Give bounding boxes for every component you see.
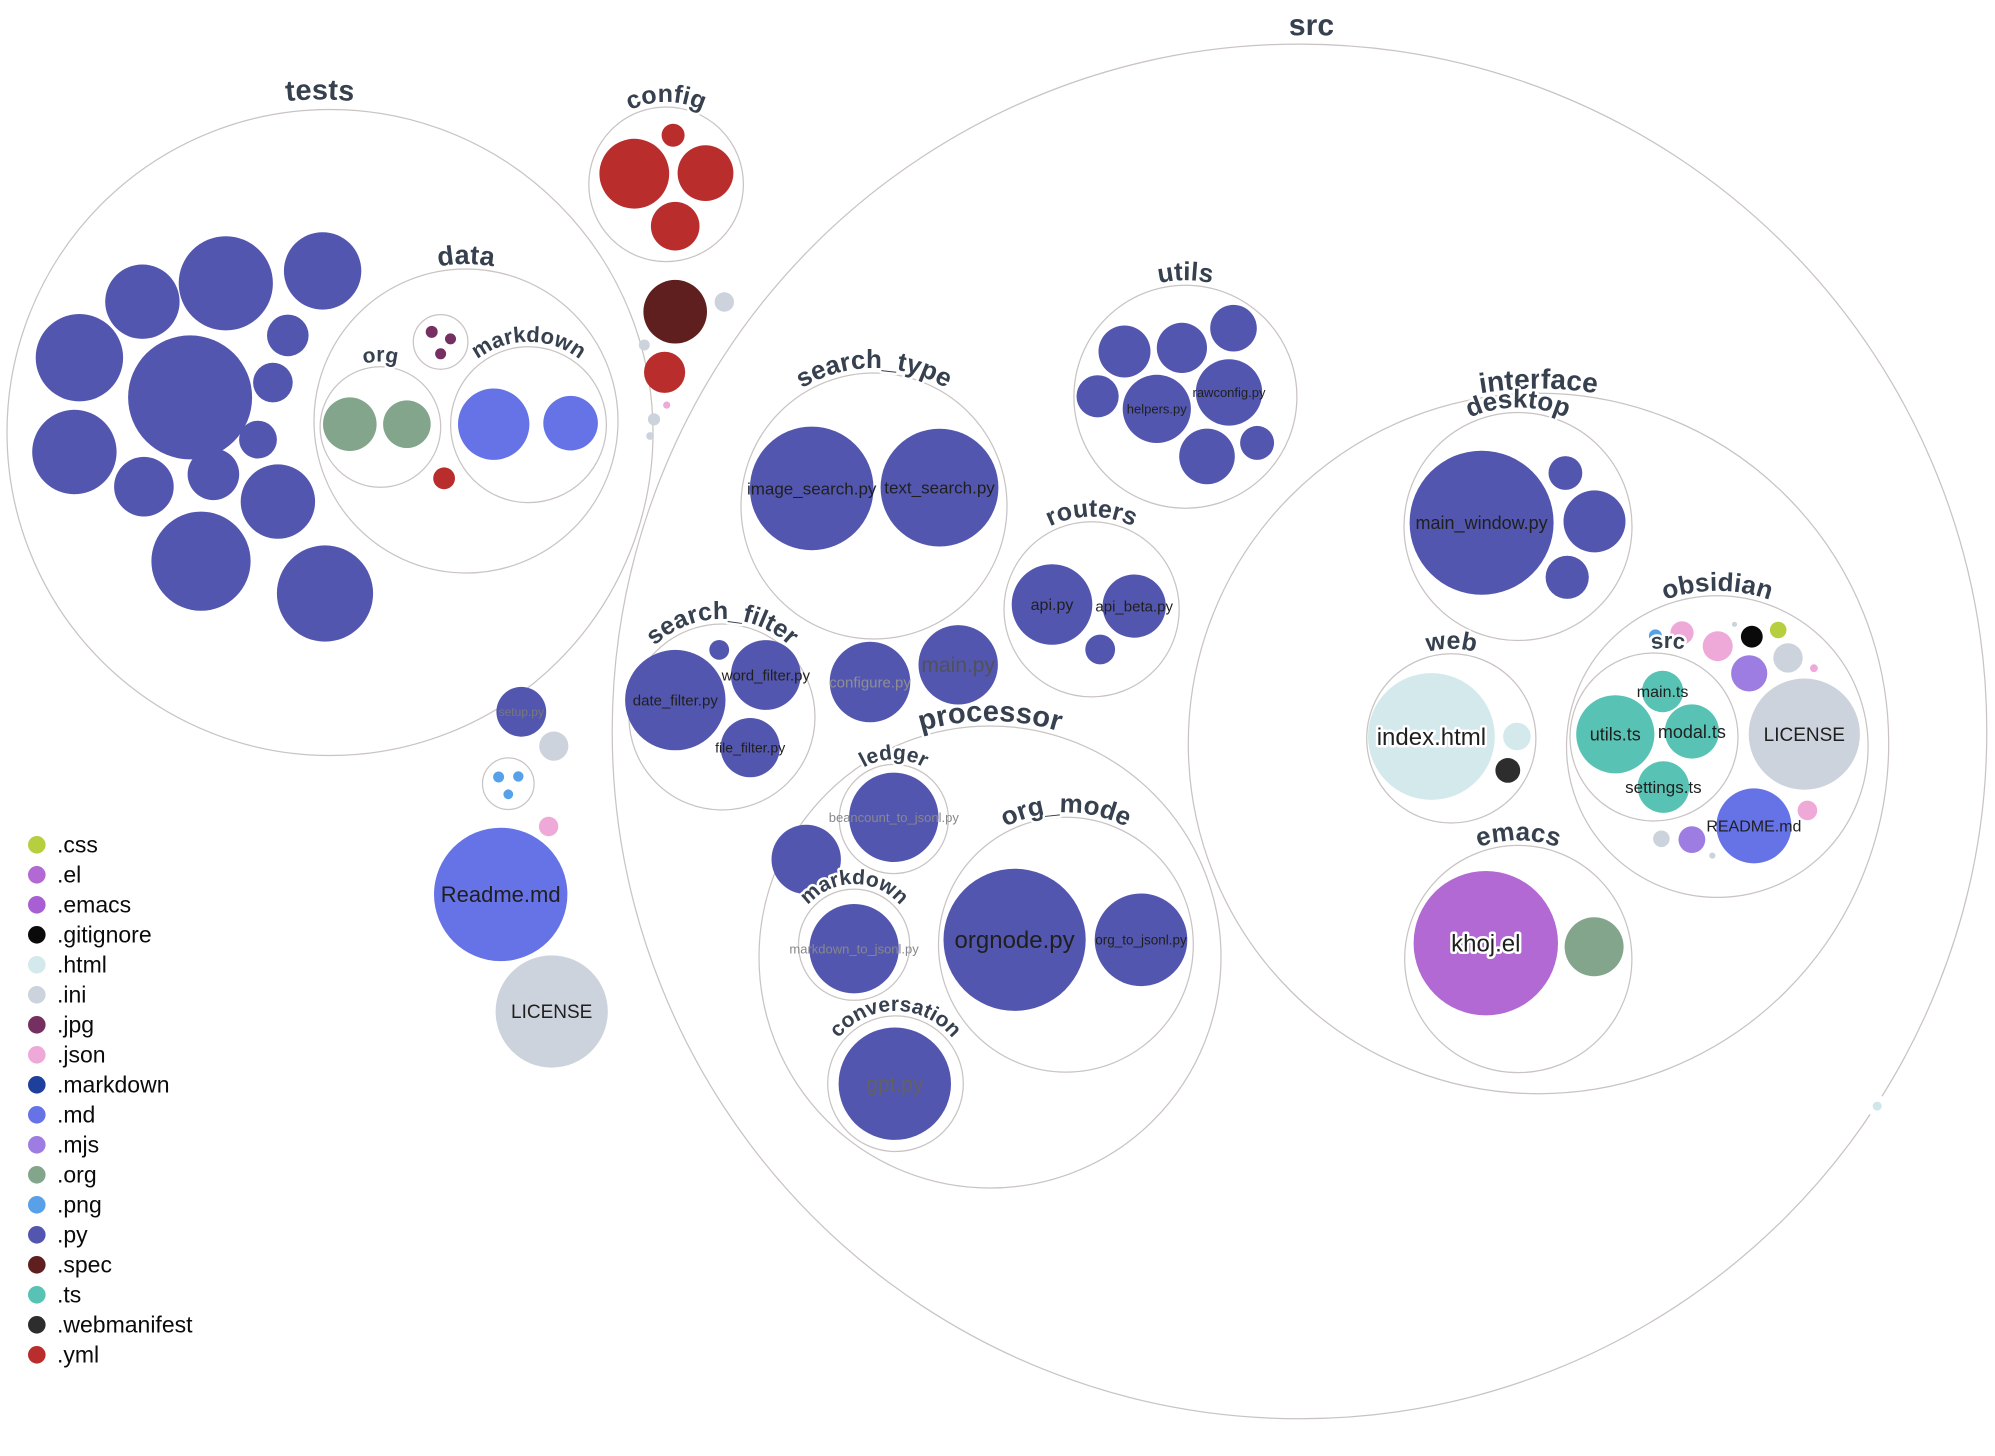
svg-text:.markdown: .markdown: [57, 1071, 169, 1097]
svg-text:.html: .html: [57, 951, 107, 977]
svg-text:main.ts: main.ts: [1637, 684, 1689, 701]
svg-text:api_beta.py: api_beta.py: [1095, 598, 1173, 615]
svg-text:main.py: main.py: [921, 654, 995, 677]
svg-text:web: web: [1423, 627, 1480, 658]
svg-text:.ts: .ts: [57, 1281, 81, 1307]
svg-text:tests: tests: [284, 75, 356, 109]
svg-text:main_window.py: main_window.py: [1416, 513, 1548, 534]
svg-text:.png: .png: [57, 1191, 102, 1217]
svg-text:Readme.md: Readme.md: [441, 882, 561, 907]
svg-text:.spec: .spec: [57, 1251, 112, 1277]
svg-text:api.py: api.py: [1031, 597, 1074, 614]
svg-text:src: src: [1649, 628, 1686, 654]
svg-text:.jpg: .jpg: [57, 1011, 94, 1037]
svg-text:rawconfig.py: rawconfig.py: [1193, 385, 1266, 400]
svg-text:utils.ts: utils.ts: [1590, 725, 1641, 745]
svg-text:word_filter.py: word_filter.py: [721, 667, 811, 684]
svg-text:README.md: README.md: [1706, 819, 1801, 836]
svg-text:gpt.py: gpt.py: [866, 1073, 924, 1096]
svg-text:LICENSE: LICENSE: [1764, 725, 1845, 746]
svg-text:org: org: [361, 344, 400, 369]
svg-text:.json: .json: [57, 1041, 106, 1067]
svg-text:image_search.py: image_search.py: [747, 479, 877, 498]
svg-text:helpers.py: helpers.py: [1127, 401, 1187, 416]
svg-text:.css: .css: [57, 831, 98, 857]
svg-text:beancount_to_jsonl.py: beancount_to_jsonl.py: [829, 810, 960, 825]
svg-text:.org: .org: [57, 1161, 97, 1187]
svg-text:.mjs: .mjs: [57, 1131, 99, 1157]
svg-text:utils: utils: [1155, 256, 1216, 289]
svg-text:modal.ts: modal.ts: [1658, 722, 1726, 742]
svg-text:src: src: [1289, 9, 1335, 42]
svg-text:.gitignore: .gitignore: [57, 921, 152, 947]
svg-text:text_search.py: text_search.py: [884, 479, 995, 498]
svg-text:date_filter.py: date_filter.py: [633, 692, 719, 709]
svg-text:setup.py: setup.py: [499, 705, 544, 719]
svg-text:.py: .py: [57, 1221, 88, 1247]
svg-text:.emacs: .emacs: [57, 891, 131, 917]
svg-text:org_to_jsonl.py: org_to_jsonl.py: [1095, 933, 1187, 948]
svg-text:index.html: index.html: [1377, 724, 1486, 751]
svg-text:data: data: [435, 240, 497, 272]
svg-text:orgnode.py: orgnode.py: [955, 927, 1075, 954]
svg-text:LICENSE: LICENSE: [511, 1002, 592, 1023]
svg-text:.webmanifest: .webmanifest: [57, 1311, 193, 1337]
svg-text:.el: .el: [57, 861, 81, 887]
svg-text:file_filter.py: file_filter.py: [715, 740, 785, 756]
svg-text:interface: interface: [1477, 364, 1600, 400]
svg-text:.ini: .ini: [57, 981, 86, 1007]
svg-text:settings.ts: settings.ts: [1625, 778, 1702, 797]
svg-text:.yml: .yml: [57, 1341, 99, 1367]
svg-text:.md: .md: [57, 1101, 95, 1127]
svg-text:configure.py: configure.py: [829, 674, 911, 691]
svg-text:markdown_to_jsonl.py: markdown_to_jsonl.py: [789, 941, 919, 956]
svg-text:khoj.el: khoj.el: [1451, 931, 1520, 958]
